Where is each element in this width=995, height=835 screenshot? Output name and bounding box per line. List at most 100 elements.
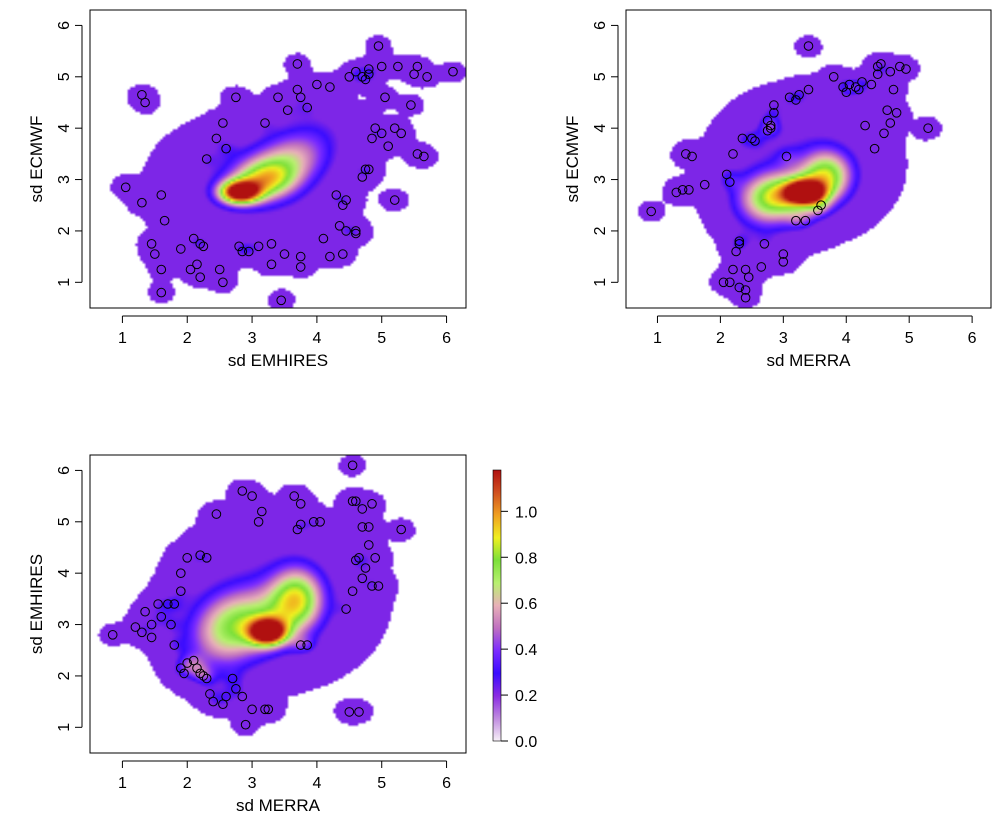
scatter-point: [684, 185, 694, 195]
scatter-point: [257, 506, 267, 517]
scatter-point: [370, 553, 381, 563]
scatter-point: [367, 499, 377, 509]
scatter-point: [169, 599, 180, 609]
scatter-point: [791, 95, 801, 105]
scatter-point: [367, 133, 377, 144]
scatter-point: [292, 524, 303, 535]
scatter-point: [671, 187, 682, 198]
scatter-point: [791, 215, 801, 226]
y-tick-label: 1: [56, 278, 73, 287]
scatter-point: [396, 128, 407, 139]
scatter-point: [769, 108, 779, 118]
scatter-point: [195, 550, 205, 561]
scatter-point: [120, 182, 131, 193]
x-tick-label: 4: [842, 330, 851, 347]
scatter-point: [166, 619, 176, 630]
scatter-point: [176, 586, 186, 597]
scatter-point: [318, 233, 329, 244]
scatter-point: [130, 622, 141, 632]
scatter-point: [728, 149, 738, 159]
scatter-point: [156, 612, 167, 622]
scatter-point: [850, 82, 861, 92]
scatter-point: [266, 259, 277, 270]
scatter-point: [364, 64, 374, 74]
scatter-point: [885, 118, 896, 128]
scatter-point: [357, 522, 368, 532]
scatter-point: [759, 239, 770, 249]
scatter-point: [325, 82, 335, 92]
x-tick-label: 2: [183, 775, 192, 792]
scatter-point: [367, 581, 377, 591]
scatter-point: [728, 264, 738, 275]
x-axis-label: sd EMHIRES: [228, 351, 328, 370]
scatter-point: [347, 460, 358, 471]
scatter-point: [188, 233, 199, 244]
scatter-point: [351, 496, 361, 507]
scatter-point: [743, 272, 754, 283]
scatter-point: [247, 704, 257, 715]
scatter-point: [412, 61, 423, 72]
x-tick-label: 3: [248, 775, 257, 792]
scatter-point: [237, 246, 248, 257]
scatter-point: [734, 239, 745, 249]
scatter-point: [331, 190, 342, 200]
colorbar-tick-label: 0.8: [515, 550, 537, 567]
scatter-point: [885, 66, 896, 77]
scatter-point: [198, 241, 209, 252]
x-tick-label: 3: [248, 330, 257, 347]
scatter-point: [185, 264, 196, 275]
scatter-point: [289, 491, 300, 501]
scatter-point: [195, 668, 205, 679]
y-tick-label: 5: [56, 517, 73, 526]
scatter-point: [882, 105, 893, 115]
x-tick-label: 6: [968, 330, 977, 347]
density-heatmap: [90, 455, 466, 753]
scatter-point: [150, 249, 160, 259]
scatter-point: [231, 92, 241, 103]
scatter-points: [646, 41, 933, 303]
scatter-point: [146, 619, 157, 630]
x-tick-label: 2: [716, 330, 725, 347]
y-tick-label: 2: [56, 226, 73, 235]
scatter-point: [247, 491, 257, 501]
scatter-point: [176, 244, 186, 254]
plot-frame: [89, 9, 467, 309]
scatter-point: [747, 133, 757, 144]
scatter-point: [646, 206, 657, 217]
scatter-point: [295, 92, 306, 103]
scatter-point: [364, 69, 374, 79]
scatter-point: [137, 627, 147, 638]
scatter-point: [838, 82, 848, 92]
scatter-point: [803, 84, 814, 95]
colorbar-tick-label: 0.2: [515, 688, 537, 705]
x-tick-label: 1: [653, 330, 662, 347]
scatter-point: [182, 658, 192, 668]
x-axis: 1 2 3 4 5 6 sd EMHIRES: [118, 315, 451, 370]
scatter-point: [901, 64, 911, 74]
scatter-point: [198, 671, 209, 681]
panel-merra-vs-ecmwf: 1 2 3 4 5 6 sd MERRA 1 2 3 4 5 6 sd ECMWF: [563, 9, 992, 370]
colorbar-gradient: [492, 469, 502, 742]
scatter-point: [677, 185, 688, 195]
scatter-point: [179, 668, 189, 679]
scatter-point: [778, 249, 789, 259]
scatter-point: [341, 604, 351, 614]
scatter-point: [208, 696, 218, 707]
plot-frame: [625, 9, 992, 309]
scatter-point: [221, 143, 231, 154]
scatter-point: [163, 599, 173, 609]
y-tick-label: 3: [56, 175, 73, 184]
scatter-point: [734, 282, 745, 293]
scatter-point: [211, 133, 222, 144]
scatter-point: [218, 277, 228, 288]
scatter-point: [734, 236, 745, 246]
colorbar-tick-label: 0.0: [515, 734, 537, 751]
scatter-point: [156, 264, 167, 275]
y-tick-label: 1: [56, 723, 73, 732]
scatter-point: [373, 41, 384, 51]
scatter-point: [364, 164, 374, 175]
scatter-point: [373, 581, 384, 591]
scatter-point: [923, 123, 933, 133]
scatter-point: [253, 517, 264, 527]
y-axis-label: sd ECMWF: [27, 116, 46, 203]
